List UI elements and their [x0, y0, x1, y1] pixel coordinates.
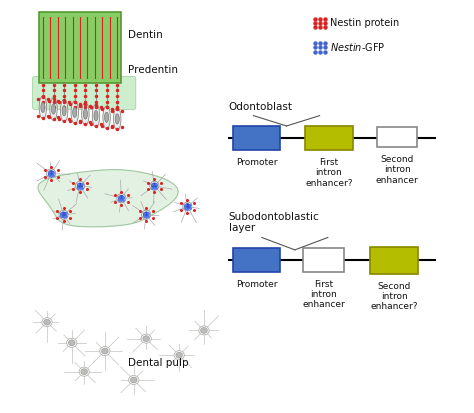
Ellipse shape [46, 169, 55, 178]
Ellipse shape [41, 102, 45, 112]
Ellipse shape [92, 104, 100, 127]
Ellipse shape [48, 171, 54, 176]
Ellipse shape [143, 212, 149, 218]
Ellipse shape [59, 210, 68, 219]
Ellipse shape [77, 183, 83, 189]
Ellipse shape [141, 334, 151, 343]
Ellipse shape [143, 336, 149, 342]
Ellipse shape [67, 338, 77, 347]
Ellipse shape [118, 195, 124, 201]
FancyBboxPatch shape [33, 76, 136, 109]
Text: Odontoblast: Odontoblast [229, 102, 293, 112]
Ellipse shape [150, 181, 159, 190]
Ellipse shape [79, 367, 90, 376]
Ellipse shape [42, 318, 52, 327]
Text: Subodontoblastic
layer: Subodontoblastic layer [229, 212, 319, 233]
Ellipse shape [115, 114, 119, 124]
Ellipse shape [174, 351, 184, 360]
Text: Predentin: Predentin [128, 65, 178, 75]
Bar [303, 248, 345, 272]
Ellipse shape [103, 106, 110, 129]
Ellipse shape [101, 348, 108, 354]
Ellipse shape [184, 204, 191, 209]
Ellipse shape [183, 202, 192, 211]
Ellipse shape [201, 328, 207, 333]
Ellipse shape [62, 106, 66, 116]
Ellipse shape [100, 347, 110, 356]
Ellipse shape [94, 111, 98, 121]
Text: Second
intron
enhancer?: Second intron enhancer? [370, 282, 418, 311]
Text: Promoter: Promoter [236, 158, 277, 167]
Ellipse shape [81, 369, 88, 375]
Text: First
intron
enhancer?: First intron enhancer? [305, 158, 353, 188]
Ellipse shape [83, 109, 87, 119]
Bar [370, 247, 418, 274]
Bar [233, 248, 280, 272]
Bar [39, 12, 121, 83]
Ellipse shape [82, 102, 89, 126]
Ellipse shape [128, 375, 139, 385]
Text: Dental pulp: Dental pulp [128, 358, 188, 368]
Ellipse shape [44, 319, 50, 325]
Text: Promoter: Promoter [236, 280, 277, 289]
Ellipse shape [61, 212, 66, 218]
Ellipse shape [142, 210, 151, 219]
Text: Second
intron
enhancer: Second intron enhancer [376, 155, 419, 185]
Text: Dentin: Dentin [128, 30, 162, 40]
Ellipse shape [152, 183, 157, 189]
Polygon shape [38, 170, 178, 227]
Text: Nestin protein: Nestin protein [330, 18, 399, 28]
Ellipse shape [73, 107, 77, 117]
Bar [305, 126, 353, 150]
Ellipse shape [52, 104, 55, 114]
Ellipse shape [71, 101, 79, 124]
Text: First
intron
enhancer: First intron enhancer [302, 280, 345, 309]
Bar [377, 127, 417, 147]
Ellipse shape [60, 99, 68, 122]
Ellipse shape [50, 97, 57, 121]
Ellipse shape [176, 352, 182, 358]
Ellipse shape [105, 112, 109, 122]
Ellipse shape [69, 340, 75, 346]
Text: $\it{Nestin}$-GFP: $\it{Nestin}$-GFP [330, 41, 385, 54]
Ellipse shape [39, 96, 46, 119]
Ellipse shape [75, 181, 84, 190]
Ellipse shape [117, 194, 126, 203]
Ellipse shape [199, 326, 209, 335]
Ellipse shape [113, 107, 121, 131]
Bar [233, 126, 280, 150]
Ellipse shape [130, 377, 137, 383]
